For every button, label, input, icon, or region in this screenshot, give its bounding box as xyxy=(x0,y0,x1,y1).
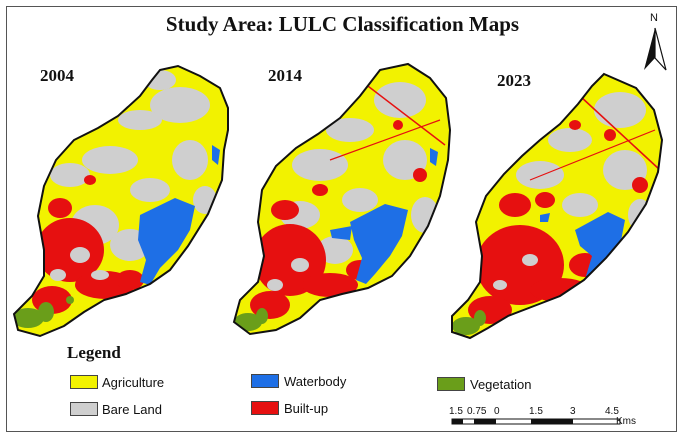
page-title: Study Area: LULC Classification Maps xyxy=(165,12,520,36)
scale-bar-graphic xyxy=(451,418,621,425)
legend-swatch-waterbody xyxy=(251,374,279,388)
legend-swatch-agriculture xyxy=(70,375,98,389)
scale-tick-label: 0.75 xyxy=(467,406,487,417)
legend-label-built-up: Built-up xyxy=(284,401,329,416)
year-label-2023: 2023 xyxy=(497,71,531,90)
legend-title: Legend xyxy=(67,343,121,362)
year-label-2014: 2014 xyxy=(268,66,302,85)
year-label-2004: 2004 xyxy=(40,66,74,85)
north-arrow-icon xyxy=(644,27,667,71)
legend-label-bare-land: Bare Land xyxy=(102,402,162,417)
legend-label-vegetation: Vegetation xyxy=(470,377,532,392)
legend-label-waterbody: Waterbody xyxy=(284,374,347,389)
scale-tick-label: 1.5 xyxy=(449,406,463,417)
scale-tick-label: 4.5 xyxy=(605,406,619,417)
legend-swatch-bare-land xyxy=(70,402,98,416)
scale-tick-label: 0 xyxy=(494,406,500,417)
scale-tick-label: 3 xyxy=(570,406,576,417)
scale-tick-label: 1.5 xyxy=(529,406,543,417)
legend-label-agriculture: Agriculture xyxy=(102,375,165,390)
north-letter: N xyxy=(650,12,658,24)
scale-unit: Kms xyxy=(616,416,636,427)
legend-swatch-vegetation xyxy=(437,377,465,391)
legend-swatch-built-up xyxy=(251,401,279,415)
